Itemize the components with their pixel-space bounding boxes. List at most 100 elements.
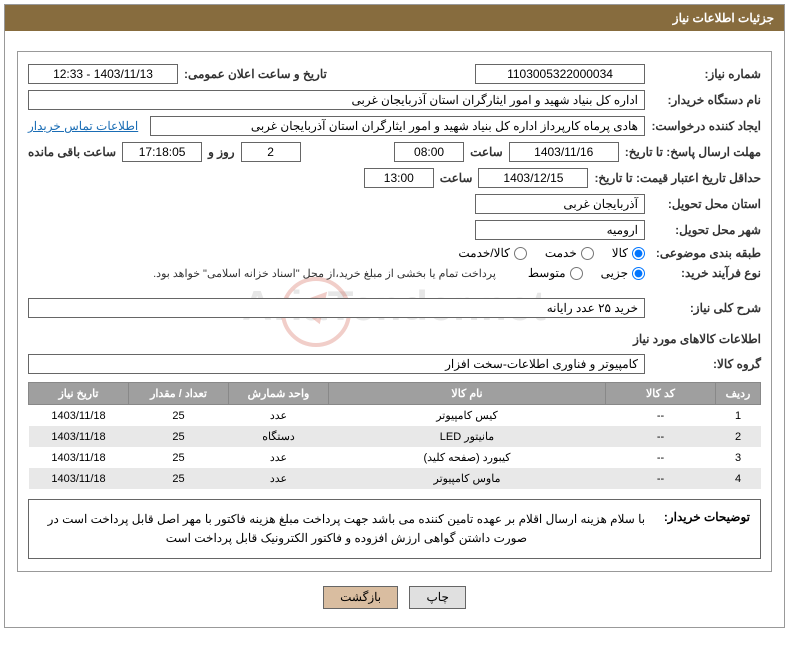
creator-label: ایجاد کننده درخواست:: [651, 119, 761, 133]
th-qty: تعداد / مقدار: [129, 383, 229, 405]
days-remaining: 2: [241, 142, 301, 162]
cell-date: 1403/11/18: [29, 447, 129, 468]
summary-value: خرید ۲۵ عدد رایانه: [28, 298, 645, 318]
request-no-value: 1103005322000034: [475, 64, 645, 84]
validity-label: حداقل تاریخ اعتبار قیمت: تا تاریخ:: [594, 171, 761, 185]
creator-value: هادی پرماه کارپرداز اداره کل بنیاد شهید …: [150, 116, 645, 136]
row-province: استان محل تحویل: آذربایجان غربی: [28, 194, 761, 214]
purchase-type-label: نوع فرآیند خرید:: [651, 266, 761, 280]
time-label-1: ساعت: [470, 145, 503, 159]
contact-link[interactable]: اطلاعات تماس خریدار: [28, 119, 138, 133]
buyer-note-label: توضیحات خریدار:: [664, 510, 750, 548]
th-name: نام کالا: [329, 383, 606, 405]
deadline-time: 08:00: [394, 142, 464, 162]
purchase-note: پرداخت تمام یا بخشی از مبلغ خرید،از محل …: [153, 267, 496, 280]
table-row: 3--کیبورد (صفحه کلید)عدد251403/11/18: [29, 447, 761, 468]
radio-service-label: خدمت: [545, 246, 577, 260]
validity-date: 1403/12/15: [478, 168, 588, 188]
deadline-label: مهلت ارسال پاسخ: تا تاریخ:: [625, 145, 761, 159]
summary-label: شرح کلی نیاز:: [651, 301, 761, 315]
radio-goods-service[interactable]: کالا/خدمت: [458, 246, 526, 260]
buyer-note-box: توضیحات خریدار: با سلام هزینه ارسال اقلا…: [28, 499, 761, 559]
radio-goods-service-input[interactable]: [514, 247, 527, 260]
validity-time: 13:00: [364, 168, 434, 188]
table-row: 4--ماوس کامپیوترعدد251403/11/18: [29, 468, 761, 489]
radio-medium[interactable]: متوسط: [528, 266, 583, 280]
province-label: استان محل تحویل:: [651, 197, 761, 211]
radio-service[interactable]: خدمت: [545, 246, 594, 260]
button-row: چاپ بازگشت: [17, 586, 772, 609]
cell-unit: عدد: [229, 405, 329, 427]
row-purchase-type: نوع فرآیند خرید: جزیی متوسط پرداخت تمام …: [28, 266, 761, 280]
cell-date: 1403/11/18: [29, 426, 129, 447]
radio-partial-label: جزیی: [601, 266, 628, 280]
cell-qty: 25: [129, 468, 229, 489]
row-buyer-org: نام دستگاه خریدار: اداره کل بنیاد شهید و…: [28, 90, 761, 110]
panel-header: جزئیات اطلاعات نیاز: [5, 5, 784, 31]
panel-title: جزئیات اطلاعات نیاز: [673, 11, 774, 25]
province-value: آذربایجان غربی: [475, 194, 645, 214]
radio-goods[interactable]: کالا: [612, 246, 645, 260]
goods-group-label: گروه کالا:: [651, 357, 761, 371]
main-panel: جزئیات اطلاعات نیاز AriaTender.net شماره…: [4, 4, 785, 628]
cell-qty: 25: [129, 426, 229, 447]
buyer-org-value: اداره کل بنیاد شهید و امور ایثارگران است…: [28, 90, 645, 110]
time-remaining: 17:18:05: [122, 142, 202, 162]
row-goods-group: گروه کالا: کامپیوتر و فناوری اطلاعات-سخت…: [28, 354, 761, 374]
announce-label: تاریخ و ساعت اعلان عمومی:: [184, 67, 327, 81]
cell-code: --: [606, 447, 716, 468]
cell-row: 1: [716, 405, 761, 427]
goods-group-value: کامپیوتر و فناوری اطلاعات-سخت افزار: [28, 354, 645, 374]
deadline-date: 1403/11/16: [509, 142, 619, 162]
cell-date: 1403/11/18: [29, 468, 129, 489]
buyer-org-label: نام دستگاه خریدار:: [651, 93, 761, 107]
back-button[interactable]: بازگشت: [323, 586, 398, 609]
cell-qty: 25: [129, 405, 229, 427]
row-category: طبقه بندی موضوعی: کالا خدمت کالا/خدمت: [28, 246, 761, 260]
cell-row: 2: [716, 426, 761, 447]
cell-code: --: [606, 405, 716, 427]
row-deadline: مهلت ارسال پاسخ: تا تاریخ: 1403/11/16 سا…: [28, 142, 761, 162]
cell-unit: عدد: [229, 447, 329, 468]
radio-partial-input[interactable]: [632, 267, 645, 280]
row-creator: ایجاد کننده درخواست: هادی پرماه کارپرداز…: [28, 116, 761, 136]
radio-goods-input[interactable]: [632, 247, 645, 260]
radio-goods-service-label: کالا/خدمت: [458, 246, 509, 260]
row-summary: شرح کلی نیاز: خرید ۲۵ عدد رایانه: [28, 298, 761, 318]
row-validity: حداقل تاریخ اعتبار قیمت: تا تاریخ: 1403/…: [28, 168, 761, 188]
details-box: AriaTender.net شماره نیاز: 1103005322000…: [17, 51, 772, 572]
row-request-no: شماره نیاز: 1103005322000034 تاریخ و ساع…: [28, 64, 761, 84]
radio-medium-input[interactable]: [570, 267, 583, 280]
th-row: ردیف: [716, 383, 761, 405]
th-code: کد کالا: [606, 383, 716, 405]
cell-name: مانیتور LED: [329, 426, 606, 447]
radio-goods-label: کالا: [612, 246, 628, 260]
days-and-label: روز و: [208, 145, 235, 159]
cell-unit: عدد: [229, 468, 329, 489]
goods-section-title: اطلاعات کالاهای مورد نیاز: [28, 332, 761, 346]
category-radio-group: کالا خدمت کالا/خدمت: [458, 246, 645, 260]
cell-name: کیس کامپیوتر: [329, 405, 606, 427]
cell-row: 3: [716, 447, 761, 468]
panel-content: AriaTender.net شماره نیاز: 1103005322000…: [5, 31, 784, 627]
cell-name: ماوس کامپیوتر: [329, 468, 606, 489]
radio-partial[interactable]: جزیی: [601, 266, 645, 280]
cell-qty: 25: [129, 447, 229, 468]
time-label-2: ساعت: [440, 171, 473, 185]
cell-name: کیبورد (صفحه کلید): [329, 447, 606, 468]
radio-service-input[interactable]: [581, 247, 594, 260]
category-label: طبقه بندی موضوعی:: [651, 246, 761, 260]
cell-row: 4: [716, 468, 761, 489]
table-header-row: ردیف کد کالا نام کالا واحد شمارش تعداد /…: [29, 383, 761, 405]
announce-value: 1403/11/13 - 12:33: [28, 64, 178, 84]
remaining-label: ساعت باقی مانده: [28, 145, 116, 159]
print-button[interactable]: چاپ: [409, 586, 465, 609]
table-row: 2--مانیتور LEDدستگاه251403/11/18: [29, 426, 761, 447]
request-no-label: شماره نیاز:: [651, 67, 761, 81]
buyer-note-text: با سلام هزینه ارسال اقلام بر عهده تامین …: [39, 510, 654, 548]
table-body: 1--کیس کامپیوترعدد251403/11/182--مانیتور…: [29, 405, 761, 490]
table-row: 1--کیس کامپیوترعدد251403/11/18: [29, 405, 761, 427]
radio-medium-label: متوسط: [528, 266, 566, 280]
cell-date: 1403/11/18: [29, 405, 129, 427]
cell-code: --: [606, 426, 716, 447]
